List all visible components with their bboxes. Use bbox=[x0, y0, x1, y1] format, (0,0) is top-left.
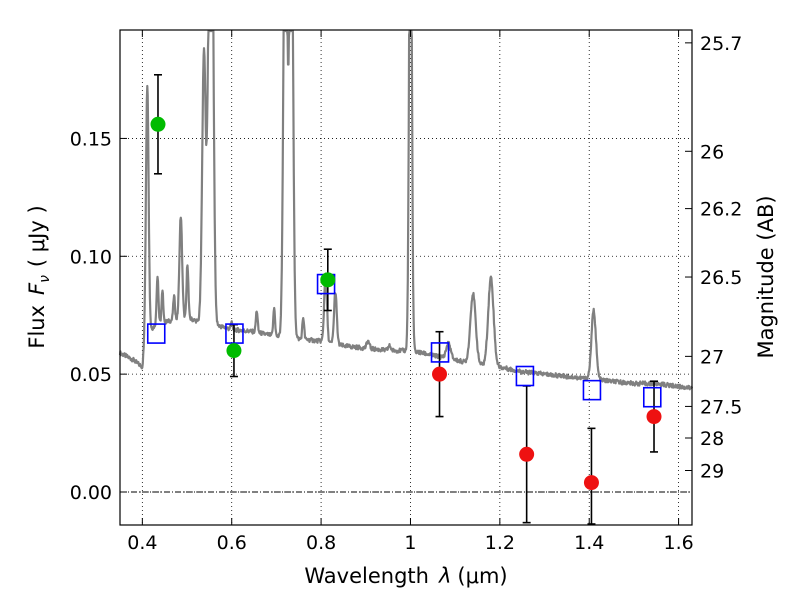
y-tick-label: 0.10 bbox=[70, 246, 112, 268]
y2-tick-label: 27.5 bbox=[700, 396, 742, 418]
y-tick-label: 0.00 bbox=[70, 482, 112, 504]
model-band-square bbox=[225, 323, 244, 344]
x-axis-label: Wavelength λ (μm) bbox=[304, 564, 507, 588]
observed-flux-point bbox=[320, 272, 336, 288]
model-band-square bbox=[642, 386, 662, 408]
y2-tick-label: 26 bbox=[700, 141, 724, 163]
x-tick-label: 1.6 bbox=[663, 532, 693, 554]
axis-ticks: 0.4 0.6 0.8 1 1.2 1.4 1.6 0.00 0.05 0.10 0.15 25.7 2… bbox=[70, 30, 742, 554]
observed-flux-point bbox=[150, 116, 166, 132]
y2-axis-label: Magnitude (AB) bbox=[754, 195, 778, 358]
model-band-square bbox=[430, 342, 450, 363]
x-tick-label: 1.2 bbox=[485, 532, 515, 554]
y2-tick-label: 27 bbox=[700, 346, 724, 368]
x-tick-label: 0.6 bbox=[217, 532, 247, 554]
y2-tick-label: 26.5 bbox=[700, 267, 742, 289]
y-tick-label: 0.05 bbox=[70, 364, 112, 386]
plot-area bbox=[118, 29, 694, 525]
model-spectrum-line bbox=[118, 29, 694, 391]
error-bars bbox=[153, 73, 659, 525]
data-markers bbox=[146, 116, 662, 491]
y2-tick-label: 28 bbox=[700, 428, 724, 450]
observed-flux-point bbox=[226, 343, 242, 359]
observed-flux-point bbox=[646, 409, 662, 425]
observed-flux-point bbox=[432, 366, 448, 382]
model-band-square bbox=[146, 323, 166, 344]
y-tick-label: 0.15 bbox=[70, 128, 112, 150]
observed-flux-point bbox=[519, 446, 535, 462]
x-tick-label: 0.8 bbox=[306, 532, 336, 554]
x-tick-label: 1.4 bbox=[574, 532, 604, 554]
y-axis-label: FluxFν( μJy ) bbox=[25, 205, 53, 348]
x-tick-label: 0.4 bbox=[127, 532, 157, 554]
observed-flux-point bbox=[583, 475, 599, 491]
model-band-square bbox=[515, 365, 535, 387]
y2-tick-label: 26.2 bbox=[700, 199, 742, 221]
y2-tick-label: 29 bbox=[700, 461, 724, 483]
y2-tick-label: 25.7 bbox=[700, 33, 742, 55]
model-band-square bbox=[582, 379, 602, 401]
x-tick-label: 1 bbox=[404, 532, 416, 554]
